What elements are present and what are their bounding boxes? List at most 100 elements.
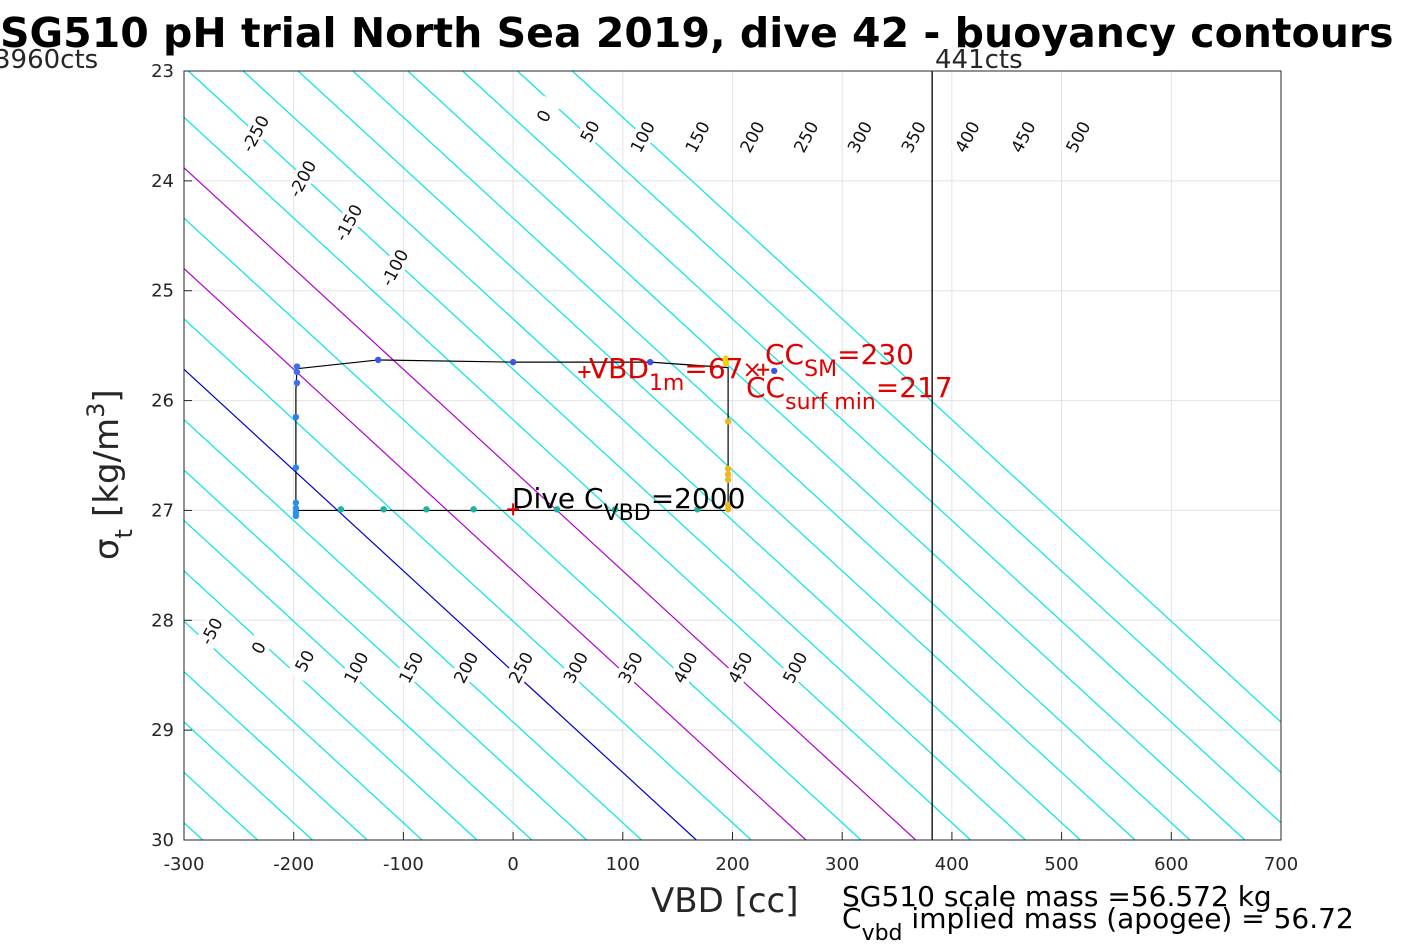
trajectory-point <box>374 356 382 364</box>
x-tick-label: -200 <box>273 854 314 875</box>
scale-mass-note: SG510 scale mass =56.572 kg <box>842 880 1272 913</box>
contour-label-bg <box>558 646 593 689</box>
contour-line <box>187 71 1026 840</box>
contour-label-bg <box>734 116 770 158</box>
trajectory-point <box>647 358 654 366</box>
contour-line <box>352 71 1191 840</box>
x-tick-label: 0 <box>507 854 518 875</box>
x-axis-label: VBD [cc] <box>651 881 799 921</box>
cts-right-label: 441cts <box>935 45 1023 75</box>
trajectory-point <box>292 512 300 520</box>
contour-label-bg <box>448 646 484 689</box>
contour-label-bg <box>949 116 985 158</box>
contour-line <box>184 620 423 840</box>
trajectory-point <box>770 367 778 375</box>
contour-label-bg <box>842 116 878 158</box>
chart-title: SG510 pH trial North Sea 2019, dive 42 -… <box>0 9 1394 57</box>
trajectory-point <box>509 358 517 366</box>
svg-text:σt[kg/m3]: σt [kg/m3] <box>82 389 138 560</box>
y-axis-label: σt [kg/m3] <box>82 389 138 560</box>
contour-label-bg <box>285 158 320 200</box>
trajectory-point <box>694 506 701 513</box>
trajectory-point <box>293 368 301 376</box>
contour-line <box>297 71 1136 840</box>
contour-line <box>184 570 478 840</box>
contour-label-bg <box>1005 116 1041 158</box>
contour-line <box>184 519 533 840</box>
contour-label-bg <box>238 113 273 155</box>
ylabel-sub: t <box>110 529 138 538</box>
trajectory-point <box>293 379 301 387</box>
contour-label-bg <box>668 646 703 689</box>
plus-marker <box>507 503 520 516</box>
y-tick-label: 29 <box>151 720 174 741</box>
implied-mass-note: Cvbd implied mass (apogee) = 56.72 <box>842 902 1354 945</box>
x-tick-label: 700 <box>1264 854 1298 875</box>
trajectory-point <box>292 499 300 506</box>
y-tick-label: 26 <box>151 391 174 412</box>
contour-line <box>407 71 1246 840</box>
ylabel-sup: 3 <box>82 403 110 418</box>
trajectory-point <box>724 470 732 478</box>
contour-label-bg <box>722 646 758 689</box>
cts-left-label: 3960cts <box>0 45 98 75</box>
contour-line <box>517 71 1281 774</box>
contour-label-bg <box>896 116 931 158</box>
x-tick-label: 400 <box>935 854 969 875</box>
trajectory-point <box>337 506 345 513</box>
contour-line <box>242 71 1081 840</box>
contour-label-bg <box>613 646 648 689</box>
y-tick-label: 25 <box>151 281 174 302</box>
contour-line <box>184 368 697 840</box>
contour-label-bg <box>287 640 322 682</box>
trajectory-point <box>722 355 730 363</box>
plus-marker <box>757 363 770 376</box>
contour-label-bg <box>194 610 229 652</box>
contour-line <box>184 418 642 840</box>
contour-line <box>184 116 971 840</box>
contour-label-bg <box>526 95 562 137</box>
trajectory-point <box>292 464 300 471</box>
x-marker <box>745 363 759 377</box>
x-tick-label: 200 <box>715 854 749 875</box>
x-tick-labels: -300 -200 -100 0 100 200 300 400 500 600 700 <box>164 832 1298 875</box>
trajectory-point <box>724 501 732 509</box>
contour-label-bg <box>1060 116 1096 158</box>
contour-label-bg <box>338 646 374 689</box>
contour-label-bg <box>680 116 715 158</box>
vbd-1m-annotation: VBD1m=67 <box>589 352 743 396</box>
contour-label-bg <box>503 646 539 689</box>
contour-line <box>184 166 917 840</box>
contour-line <box>184 267 807 840</box>
contour-line <box>462 71 1281 824</box>
y-tick-label: 23 <box>151 61 174 82</box>
ylabel-units: [kg/m <box>87 418 127 517</box>
x-tick-label: 500 <box>1044 854 1078 875</box>
trajectory-line <box>295 359 729 512</box>
contour-label-bg <box>331 202 366 244</box>
trajectory-point <box>611 506 619 513</box>
plus-marker <box>578 366 591 379</box>
y-tick-label: 28 <box>151 610 174 631</box>
contour-label-bg <box>625 116 660 158</box>
contour-line <box>184 318 752 840</box>
trajectory-point <box>553 506 561 513</box>
cc-surf-min-annotation: CCsurf min=217 <box>746 371 953 415</box>
y-tick-labels: 23 24 25 26 27 28 29 30 <box>151 61 192 851</box>
trajectory-point <box>292 505 300 512</box>
contour-label-bg <box>788 116 824 158</box>
x-tick-label: -300 <box>164 854 205 875</box>
contour-label-bg <box>572 110 608 153</box>
contour-label-bg <box>393 646 429 689</box>
contour-line <box>0 71 93 840</box>
ylabel-sigma: σ <box>87 538 127 560</box>
trajectory-point <box>724 418 732 425</box>
y-tick-label: 24 <box>151 171 174 192</box>
contour-line <box>184 670 368 840</box>
cc-sm-annotation: CCSM=230 <box>765 338 914 382</box>
red-markers <box>507 363 770 516</box>
contour-label-bg <box>241 627 276 669</box>
trajectory-point <box>724 476 732 483</box>
